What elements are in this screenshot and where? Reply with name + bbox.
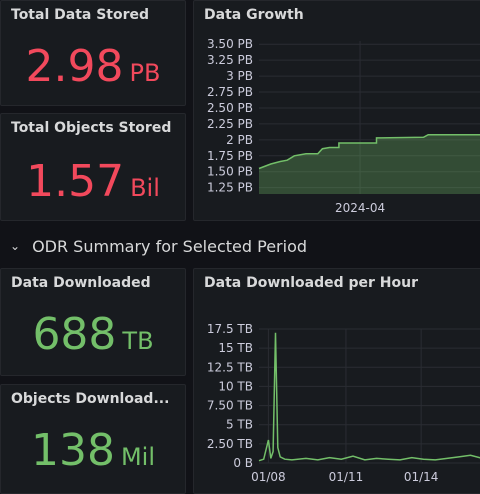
y-tick-label: 3 PB	[226, 69, 253, 83]
stat-number: 1.57	[26, 156, 125, 207]
y-tick-label: 12.5 TB	[207, 360, 253, 374]
chevron-down-icon[interactable]: ⌄	[10, 239, 21, 253]
data-downloaded-panel[interactable]: Data Downloaded 688 TB	[0, 268, 186, 376]
x-tick-label: 01/11	[329, 470, 364, 484]
stat-unit: TB	[122, 327, 154, 355]
stat-unit: PB	[129, 59, 161, 87]
y-tick-label: 1.75 PB	[207, 149, 253, 163]
panel-title: Objects Download...	[11, 391, 170, 407]
stat-value: 1.57 Bil	[1, 156, 185, 207]
row-header[interactable]: ⌄ ODR Summary for Selected Period	[10, 236, 307, 256]
y-tick-label: 1.50 PB	[207, 165, 253, 179]
stat-value: 138 Mil	[1, 425, 185, 476]
panel-title: Data Growth	[204, 7, 304, 23]
row-title: ODR Summary for Selected Period	[32, 236, 308, 256]
downloaded-per-hour-chart: 17.5 TB 15 TB 12.5 TB 10 TB 7.50 TB 5 TB 2.50 …	[207, 322, 480, 484]
data-growth-panel[interactable]: Data Growth 3.50 PB 3.25 PB 3 PB 2.75 PB 2.5…	[193, 0, 480, 221]
x-tick-label: 01/14	[404, 470, 439, 484]
series-area	[259, 134, 480, 194]
x-tick-label: 01/08	[251, 470, 286, 484]
x-tick-label: 2024-04	[335, 201, 385, 215]
y-tick-label: 1.25 PB	[207, 181, 253, 195]
y-tick-label: 10 TB	[218, 379, 253, 393]
y-tick-label: 15 TB	[218, 341, 253, 355]
y-tick-label: 2.25 PB	[207, 117, 253, 131]
panel-title: Data Downloaded	[11, 275, 151, 291]
y-tick-label: 2.50 TB	[207, 437, 253, 451]
y-tick-label: 2 PB	[226, 133, 253, 147]
total-objects-stored-panel[interactable]: Total Objects Stored 1.57 Bil	[0, 113, 186, 221]
y-tick-label: 2.75 PB	[207, 85, 253, 99]
stat-unit: Mil	[120, 443, 156, 471]
data-growth-chart: 3.50 PB 3.25 PB 3 PB 2.75 PB 2.50 PB 2.25 PB 2…	[207, 37, 480, 215]
y-tick-label: 17.5 TB	[207, 322, 253, 336]
downloaded-per-hour-panel[interactable]: Data Downloaded per Hour 17.5 TB 15 TB 12.…	[193, 268, 480, 494]
total-data-stored-panel[interactable]: Total Data Stored 2.98 PB	[0, 0, 186, 106]
stat-unit: Bil	[130, 174, 160, 202]
panel-title: Data Downloaded per Hour	[204, 275, 418, 291]
y-tick-label: 3.50 PB	[207, 37, 253, 51]
stat-value: 688 TB	[1, 309, 185, 360]
y-tick-label: 7.50 TB	[207, 399, 253, 413]
series-line	[258, 332, 480, 462]
panel-title: Total Data Stored	[11, 7, 150, 23]
stat-value: 2.98 PB	[1, 41, 185, 92]
panel-title: Total Objects Stored	[11, 120, 172, 136]
y-tick-label: 0 B	[233, 456, 253, 470]
series-line	[258, 133, 480, 170]
y-tick-label: 3.25 PB	[207, 53, 253, 67]
stat-number: 2.98	[25, 41, 124, 92]
y-tick-label: 2.50 PB	[207, 101, 253, 115]
stat-number: 688	[32, 309, 117, 360]
y-tick-label: 5 TB	[226, 418, 253, 432]
objects-downloaded-panel[interactable]: Objects Download... 138 Mil	[0, 384, 186, 494]
stat-number: 138	[30, 425, 115, 476]
